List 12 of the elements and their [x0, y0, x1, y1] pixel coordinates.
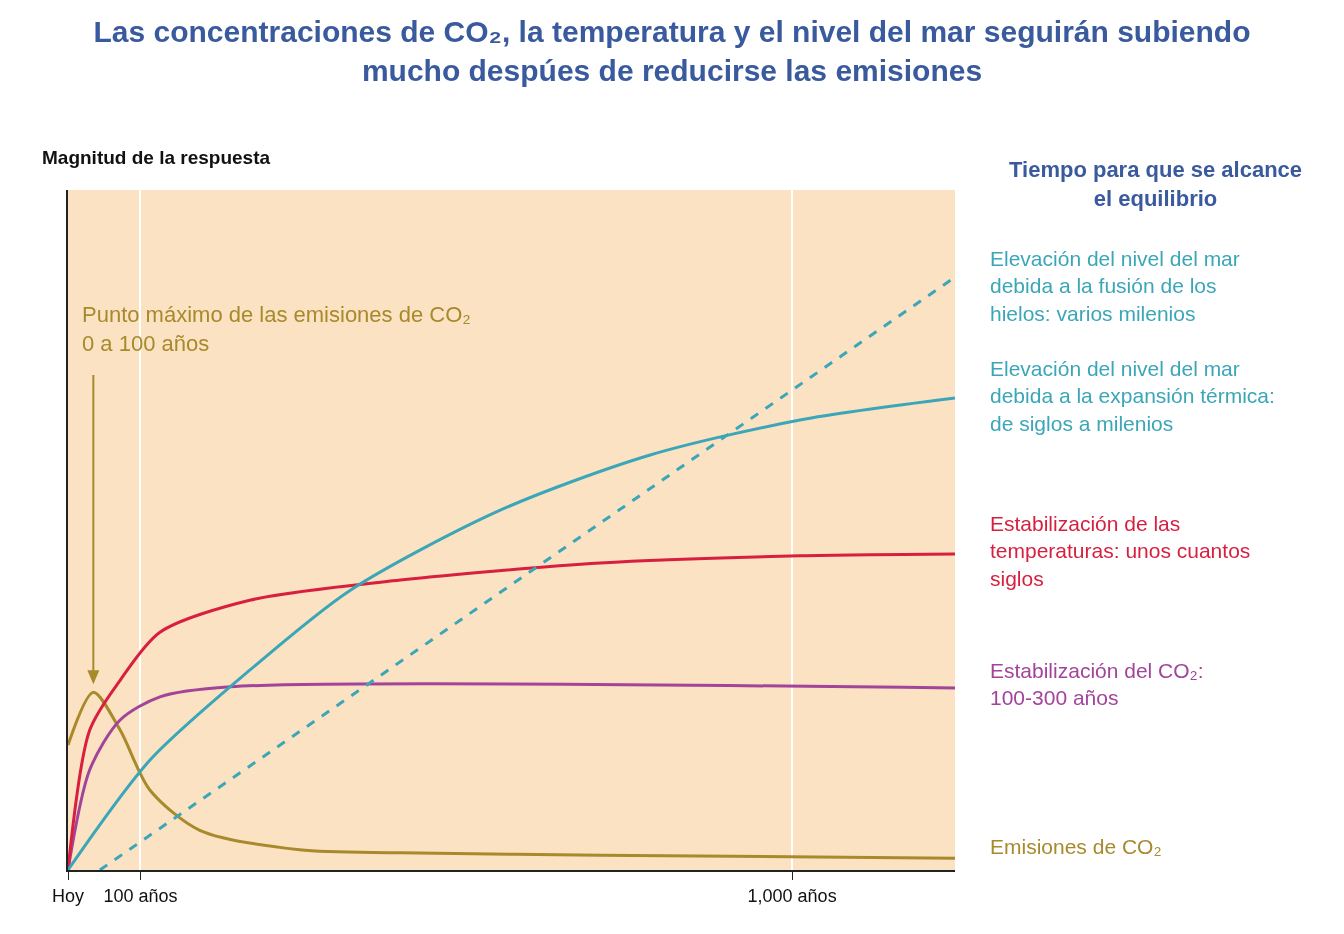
series-label: Estabilización del CO₂: 100-300 años: [990, 659, 1204, 710]
series-label: Elevación del nivel del mar debida a la fusión de los hielos: varios milenios: [990, 247, 1240, 325]
x-tick-label: 1,000 años: [747, 885, 837, 906]
series-label: Estabilización de las temperaturas: unos cuantos siglos: [990, 512, 1251, 590]
legend-title: Tiempo para que se alcance el equilibrio: [1009, 157, 1303, 211]
series-label: Emisiones de CO₂: [990, 835, 1162, 858]
chart-title: Las concentraciones de CO₂, la temperatura y el nivel del mar seguirán subiendo mucho despúes de reducirse las emisiones: [93, 15, 1251, 88]
x-tick-label: 100 años: [103, 885, 178, 906]
text: Magnitud de la respuesta: [42, 147, 271, 168]
series-label: Elevación del nivel del mar debida a la expansión térmica: de siglos a milenios: [990, 357, 1275, 435]
x-tick-label: Hoy: [51, 885, 85, 906]
annotation: Punto máximo de las emisiones de CO₂ 0 a 100 años: [82, 302, 471, 356]
